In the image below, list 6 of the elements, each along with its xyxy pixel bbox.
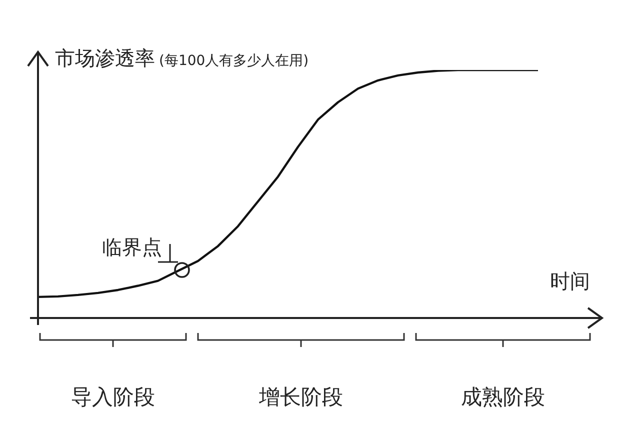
text: 增长阶段 xyxy=(258,385,343,409)
y-axis-title: 市场渗透率(每100人有多少人在用) xyxy=(55,46,309,70)
annotation: 临界点 xyxy=(102,235,162,259)
text: 导入阶段 xyxy=(71,385,155,409)
text: 成熟阶段 xyxy=(461,385,545,409)
x-axis-title: 时间 xyxy=(550,269,590,293)
